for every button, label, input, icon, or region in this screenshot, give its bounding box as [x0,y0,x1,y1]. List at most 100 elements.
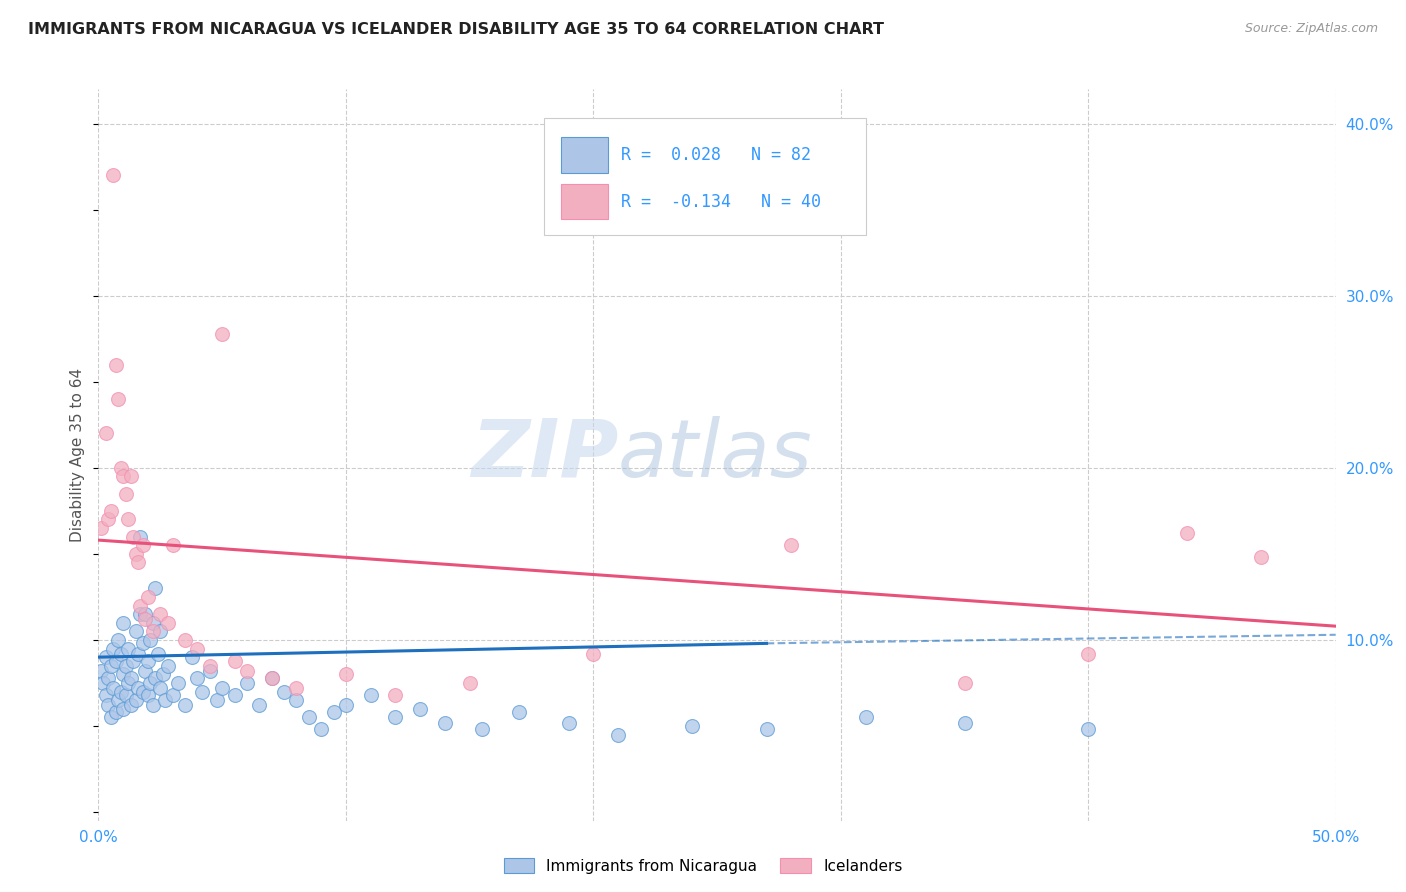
Point [110,684,132,698]
Point [129,530,152,544]
Point [112,702,135,716]
Point [134,607,156,621]
Point [129,607,152,621]
Point [224,654,246,668]
Point [142,615,165,630]
Point [162,688,184,702]
Point [142,624,165,639]
Point [508,705,530,719]
Legend: Immigrants from Nicaragua, Icelanders: Immigrants from Nicaragua, Icelanders [498,852,908,880]
Point [186,671,208,685]
Point [236,676,259,690]
Point [127,647,149,661]
Point [285,681,308,695]
Point [1077,647,1099,661]
Point [112,615,135,630]
Point [780,538,803,552]
Point [156,658,179,673]
Point [134,612,156,626]
Point [458,676,481,690]
Point [755,723,778,737]
Point [198,664,221,678]
Point [103,641,125,656]
Point [1077,723,1099,737]
Point [162,538,184,552]
Point [557,715,579,730]
Point [94,650,117,665]
Point [124,693,146,707]
Point [471,723,494,737]
Point [127,681,149,695]
Point [953,676,976,690]
Point [104,705,127,719]
Point [107,632,129,647]
Point [146,647,169,661]
Point [247,698,270,713]
Point [100,504,122,518]
Point [211,681,233,695]
Point [149,607,172,621]
Point [149,681,172,695]
Point [198,658,221,673]
Text: R =  -0.134   N = 40: R = -0.134 N = 40 [620,193,821,211]
Point [285,693,308,707]
Point [309,723,332,737]
Point [181,650,204,665]
Point [855,710,877,724]
Point [174,632,197,647]
Point [90,521,112,535]
Point [114,688,136,702]
Point [142,698,165,713]
Point [90,664,112,678]
Point [120,671,142,685]
Point [107,693,129,707]
Point [607,728,630,742]
Point [100,710,122,724]
Text: Source: ZipAtlas.com: Source: ZipAtlas.com [1244,22,1378,36]
Point [260,671,283,685]
Text: R =  0.028   N = 82: R = 0.028 N = 82 [620,146,810,164]
Point [112,667,135,681]
Point [136,654,159,668]
Point [93,676,115,690]
Point [149,624,172,639]
Point [136,688,159,702]
Point [124,624,146,639]
Point [97,698,120,713]
Point [1175,526,1198,541]
Point [132,538,155,552]
Point [107,392,129,406]
Point [322,705,344,719]
Point [117,512,139,526]
Point [335,698,357,713]
Point [191,684,214,698]
Point [582,647,605,661]
Point [433,715,456,730]
Point [681,719,703,733]
Point [94,688,117,702]
FancyBboxPatch shape [561,137,609,172]
Point [152,667,174,681]
Point [205,693,228,707]
Point [384,688,406,702]
Point [127,556,149,570]
Point [409,702,432,716]
Point [124,547,146,561]
Point [174,698,197,713]
Point [117,676,139,690]
Point [143,582,166,596]
Point [224,688,246,702]
FancyBboxPatch shape [561,185,609,219]
Point [104,358,127,372]
Point [186,641,208,656]
Point [97,671,120,685]
Point [120,698,142,713]
Point [139,676,162,690]
Point [139,632,162,647]
Point [110,460,132,475]
Point [335,667,357,681]
Point [273,684,295,698]
Point [155,693,177,707]
Point [104,654,127,668]
Point [143,671,166,685]
